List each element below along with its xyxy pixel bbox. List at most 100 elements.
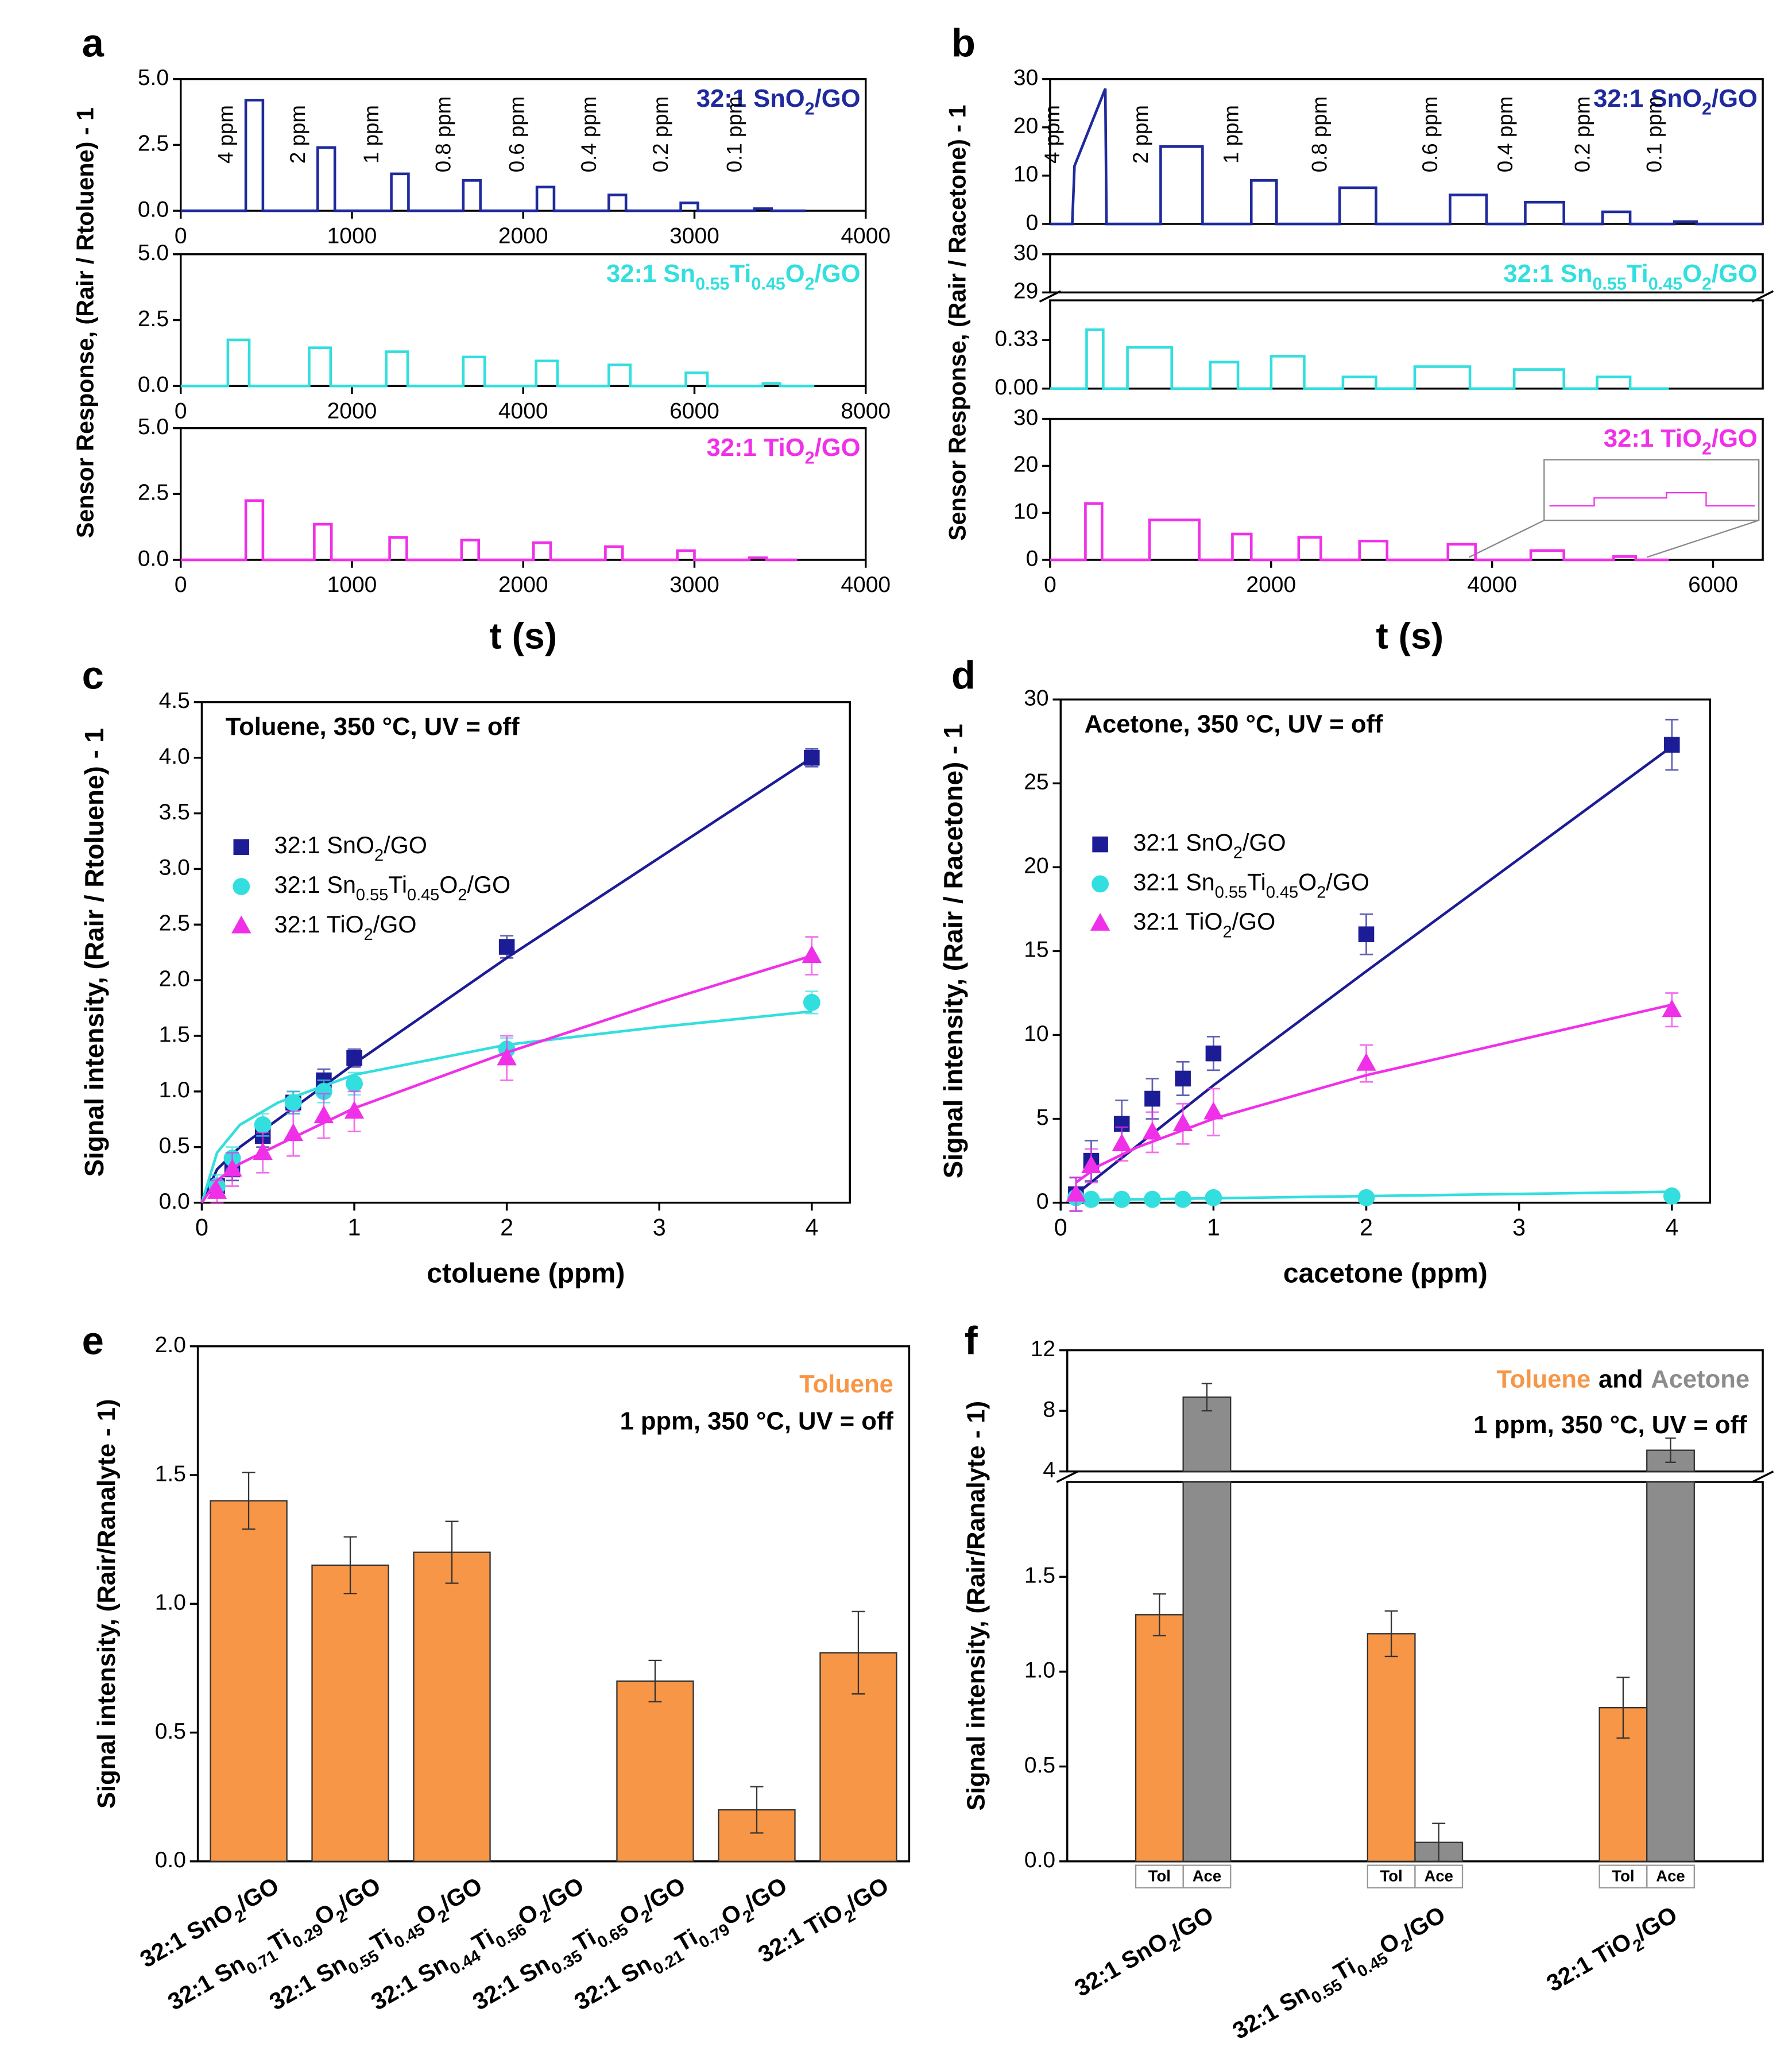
y-tick-label: 0.00 (994, 375, 1038, 400)
marker (1144, 1090, 1160, 1107)
error-bar (1432, 1822, 1446, 1862)
x-tick-label: 2000 (498, 223, 548, 248)
error-bar (242, 1472, 256, 1530)
bar-tag: Ace (1424, 1867, 1453, 1885)
y-tick-label: 12 (1031, 1337, 1055, 1361)
y-tick-label: 10 (1013, 500, 1038, 524)
marker (802, 945, 822, 963)
legend-label: 32:1 TiO2/GO (1133, 908, 1275, 941)
marker (1174, 1190, 1192, 1208)
pulse-label: 0.8 ppm (1308, 96, 1332, 173)
bar-tag: Ace (1656, 1867, 1685, 1885)
marker (1112, 1133, 1132, 1152)
axes-frame (200, 701, 851, 1204)
y-tick-label: 10 (1013, 162, 1038, 187)
y-axis-label: Signal intensity, (Rair/Ranalyte - 1) (962, 1401, 990, 1811)
bar (413, 1551, 491, 1862)
y-tick-label: 30 (1013, 405, 1038, 430)
marker (1663, 1187, 1681, 1205)
x-tick-label: 4000 (1467, 572, 1517, 597)
y-tick-label: 0.5 (1024, 1753, 1055, 1778)
legend-entry: Toluene (1496, 1365, 1590, 1393)
panel-letter: a (82, 21, 104, 65)
y-tick-label: 1.5 (155, 1461, 186, 1486)
marker (1144, 1190, 1161, 1208)
marker (253, 1142, 273, 1160)
data-line (1050, 502, 1669, 562)
axes-frame (1049, 253, 1764, 294)
x-tick-label: 32:1 TiO2/GO (1542, 1901, 1685, 2002)
error-bar (1616, 1677, 1630, 1739)
marker (1356, 1052, 1376, 1071)
marker (1082, 1190, 1100, 1208)
axes-frame (1059, 698, 1712, 1204)
y-tick-label: 25 (1024, 770, 1048, 795)
y-tick-label: 0.5 (155, 1719, 186, 1744)
annotation: 1 ppm, 350 °C, UV = off (620, 1407, 894, 1435)
axes-frame (1049, 299, 1764, 390)
pulse-label: 0.8 ppm (431, 96, 455, 173)
legend-marker (1092, 875, 1109, 893)
x-tick-label: 4 (805, 1214, 818, 1240)
series-label: 32:1 SnO2/GO (696, 85, 861, 119)
x-axis-label: cacetone (ppm) (1283, 1258, 1488, 1289)
x-tick-label: 0 (1054, 1214, 1067, 1240)
axis-break (1751, 290, 1774, 303)
x-tick-label: 3000 (669, 223, 719, 248)
marker (803, 993, 820, 1011)
x-tick-label: 0 (195, 1214, 208, 1240)
y-tick-label: 3.5 (159, 800, 190, 825)
y-tick-label: 0.0 (155, 1848, 186, 1872)
y-tick-label: 2.0 (159, 966, 190, 991)
y-tick-label: 30 (1013, 65, 1038, 90)
y-tick-label: 4.0 (159, 744, 190, 769)
x-tick-label: 1000 (327, 572, 377, 597)
series-label: 32:1 SnO2/GO (1593, 85, 1758, 119)
y-tick-label: 0 (1026, 546, 1039, 571)
legend-marker (233, 878, 250, 895)
legend-entry: Acetone (1651, 1365, 1750, 1393)
legend-label: 32:1 TiO2/GO (274, 911, 417, 944)
data-line (1050, 88, 1763, 226)
marker (283, 1123, 304, 1141)
y-tick-label: 10 (1024, 1021, 1048, 1046)
y-tick-label: 0.0 (138, 197, 169, 222)
series-label: 32:1 TiO2/GO (707, 434, 861, 468)
y-tick-label: 2.5 (138, 307, 169, 331)
x-tick-label: 0 (175, 223, 187, 248)
marker (1175, 1070, 1191, 1087)
fit-line (1075, 745, 1673, 1195)
y-tick-label: 1.0 (155, 1590, 186, 1615)
x-axis-label: ctoluene (ppm) (427, 1258, 625, 1289)
marker (1142, 1121, 1163, 1140)
marker (498, 939, 515, 955)
pulse-label: 0.2 ppm (1571, 96, 1594, 173)
y-tick-label: 29 (1013, 279, 1038, 304)
x-tick-label: 3 (653, 1214, 666, 1240)
panel-letter: c (82, 653, 104, 698)
y-tick-label: 2.5 (138, 131, 169, 156)
marker (1172, 1113, 1193, 1131)
x-tick-label: 3000 (669, 572, 719, 597)
x-tick-label: 2000 (498, 572, 548, 597)
pulse-label: 0.6 ppm (1418, 96, 1442, 173)
legend-marker (231, 915, 251, 934)
x-tick-label: 4000 (841, 572, 891, 597)
x-tick-label: 32:1 Sn0.55Ti0.45O2/GO (1228, 1901, 1453, 2050)
pulse-label: 0.4 ppm (1493, 96, 1517, 173)
y-tick-label: 2.5 (138, 481, 169, 505)
y-tick-label: 1.5 (1024, 1563, 1055, 1588)
legend-label: 32:1 Sn0.55Ti0.45O2/GO (1133, 869, 1369, 901)
series-label: 32:1 Sn0.55Ti0.45O2/GO (1503, 260, 1758, 294)
inset (1468, 459, 1760, 558)
legend-marker (1092, 836, 1108, 853)
bar-lower (1646, 1481, 1695, 1862)
data-line (1050, 328, 1669, 390)
y-tick-label: 5 (1036, 1105, 1049, 1130)
y-tick-label: 0.0 (138, 373, 169, 397)
y-tick-label: 5.0 (138, 65, 169, 90)
x-tick-label: 4 (1665, 1214, 1678, 1240)
error-bar (445, 1520, 459, 1584)
y-tick-label: 0.0 (1024, 1848, 1055, 1872)
x-axis-label: t (s) (1376, 616, 1443, 657)
